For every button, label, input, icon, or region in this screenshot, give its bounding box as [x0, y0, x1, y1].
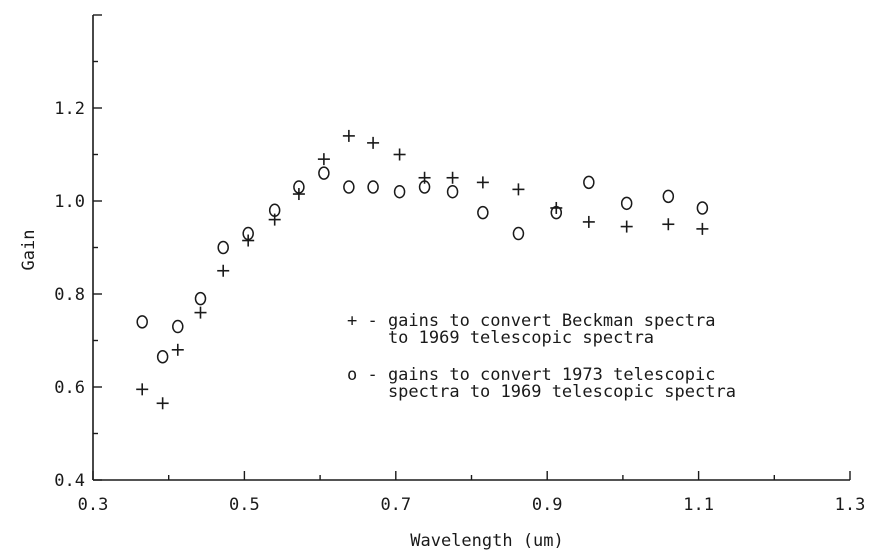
y-axis-title: Gain [19, 230, 39, 271]
legend-label: o - gains to convert 1973 telescopic [347, 365, 715, 385]
y-tick-label: 1.0 [54, 192, 85, 212]
circle-marker [172, 319, 184, 334]
plus-marker [367, 136, 380, 149]
circle-marker [318, 166, 330, 180]
y-tick-label: 0.4 [54, 471, 85, 491]
x-tick-label: 0.7 [380, 495, 411, 515]
plus-marker [550, 201, 563, 214]
circle-marker [268, 203, 281, 218]
legend: + - gains to convert Beckman spectra to … [347, 311, 736, 402]
plus-marker [171, 343, 184, 356]
plus-marker [217, 264, 230, 277]
circle-marker [242, 226, 254, 241]
y-tick-label: 1.2 [54, 99, 85, 119]
plus-marker [476, 176, 489, 189]
x-axis-title: Wavelength (um) [410, 531, 564, 551]
circle-marker [136, 315, 148, 329]
x-tick-label: 1.1 [683, 495, 714, 515]
circle-marker [156, 350, 169, 364]
circle-marker [293, 180, 305, 194]
circle-marker [512, 226, 525, 241]
plus-marker [136, 383, 149, 396]
circle-marker [393, 184, 406, 199]
plus-marker [512, 183, 525, 196]
circle-marker [550, 205, 563, 220]
legend-label-cont: spectra to 1969 telescopic spectra [347, 382, 736, 402]
legend-entry-2: o - gains to convert 1973 telescopic spe… [347, 365, 736, 402]
plus-marker [696, 222, 709, 235]
x-tick-label: 1.3 [835, 495, 866, 515]
plus-marker [292, 188, 305, 201]
circle-marker [367, 180, 379, 194]
axis-ticks: 0.3 0.5 0.7 0.9 1.1 1.3 0.4 0.6 0.8 1.0 1.2 [54, 14, 866, 515]
circle-marker [696, 201, 709, 215]
plus-marker [620, 220, 633, 233]
y-tick-label: 0.6 [54, 378, 85, 398]
series-2 [136, 166, 709, 364]
circle-marker [620, 196, 633, 211]
plus-marker [194, 306, 207, 319]
data-marks [136, 129, 709, 410]
circle-marker [343, 180, 355, 194]
legend-label: + - gains to convert Beckman spectra [347, 311, 715, 331]
plus-marker [418, 171, 431, 184]
circle-marker [662, 189, 675, 204]
x-tick-label: 0.3 [78, 495, 109, 515]
circle-marker [477, 205, 489, 220]
x-tick-label: 0.5 [229, 495, 260, 515]
y-tick-label: 0.8 [54, 285, 85, 305]
legend-entry-1: + - gains to convert Beckman spectra to … [347, 311, 715, 348]
plus-marker [156, 397, 169, 410]
circle-marker [446, 184, 459, 199]
axes [92, 15, 850, 481]
circle-marker [583, 175, 595, 190]
circle-marker [217, 240, 229, 255]
circle-marker [194, 291, 207, 306]
x-tick-label: 0.9 [532, 495, 563, 515]
series-1 [136, 129, 709, 410]
legend-label-cont: to 1969 telescopic spectra [347, 328, 654, 348]
plus-marker [242, 234, 255, 247]
plus-marker [268, 213, 281, 226]
plus-marker [393, 148, 406, 161]
plus-marker [582, 215, 595, 228]
plus-marker [446, 171, 459, 184]
plus-marker [342, 129, 355, 142]
plus-marker [317, 153, 330, 166]
plus-marker [662, 218, 675, 231]
circle-marker [418, 180, 431, 194]
